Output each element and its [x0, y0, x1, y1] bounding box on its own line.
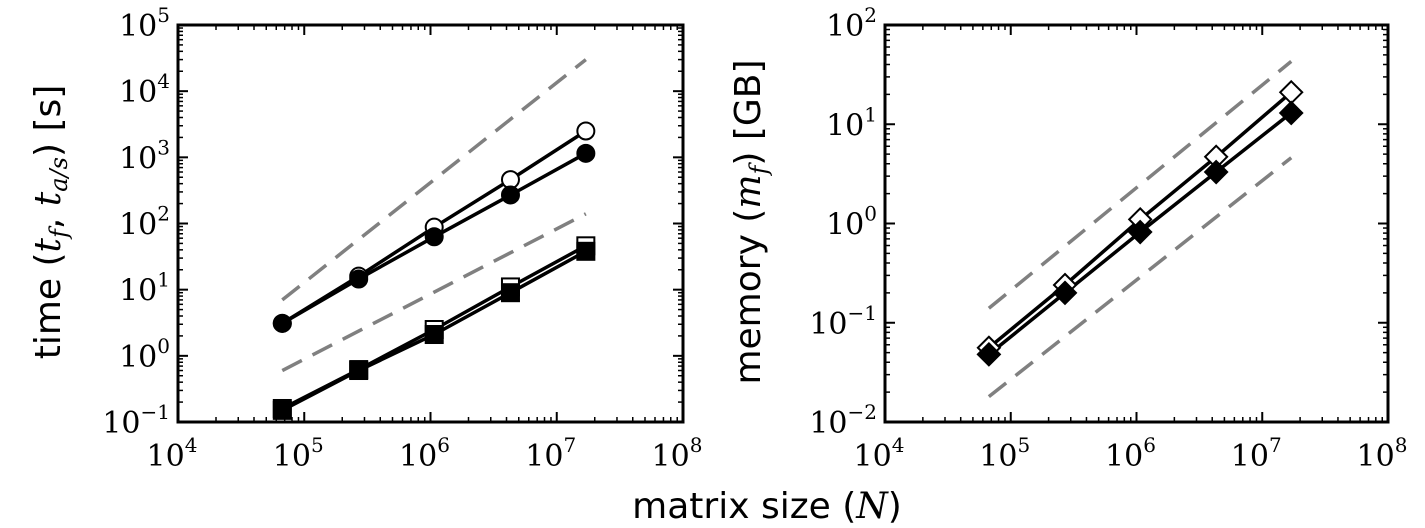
plot-frame — [176, 23, 685, 424]
filled-square-marker — [272, 400, 292, 420]
memory-plot: 104 105 106 107 108 10−2 10−1 100 101 102 — [809, 3, 1407, 474]
reference-dashed-line — [987, 156, 1293, 399]
x-tick-label: 107 — [1231, 433, 1282, 474]
x-tick-label: 106 — [399, 433, 450, 474]
plot-frame — [883, 23, 1390, 424]
filled-diamond-marker — [1052, 280, 1078, 306]
y-tick-label: 103 — [119, 135, 170, 176]
filled-diamond-marker — [1127, 219, 1153, 245]
x-tick-label: 108 — [652, 433, 703, 474]
x-tick-label: 107 — [525, 433, 576, 474]
filled-circle-marker — [349, 269, 369, 289]
y-tick-label: 101 — [826, 102, 877, 143]
y-tick-label: 10−1 — [102, 400, 170, 441]
time-plot: 104 105 106 107 108 10−1 100 101 102 103 104 105 — [102, 3, 702, 474]
filled-square-marker — [349, 361, 369, 381]
open-circle-marker — [576, 121, 596, 141]
y-tick-label: 10−2 — [809, 400, 877, 441]
y-tick-label: 100 — [119, 334, 170, 375]
reference-dashed-line — [281, 212, 587, 373]
memory-y-axis-label: memory (mf) [GB] — [728, 59, 773, 384]
x-tick-label: 105 — [979, 433, 1030, 474]
shared-x-axis-label: matrix size (N) — [632, 486, 902, 527]
x-tick-label: 104 — [147, 433, 198, 474]
x-tick-label: 104 — [854, 433, 905, 474]
y-tick-label: 102 — [826, 3, 877, 44]
filled-circle-marker — [500, 185, 520, 205]
y-tick-label: 101 — [119, 268, 170, 309]
y-tick-label: 102 — [119, 202, 170, 243]
reference-dashed-line — [987, 60, 1293, 310]
filled-diamond-marker — [976, 341, 1002, 367]
reference-dashed-line — [281, 58, 587, 302]
time-y-axis-label: time (tf, ta/s) [s] — [28, 85, 73, 360]
filled-circle-marker — [424, 227, 444, 247]
filled-circle-marker — [272, 313, 292, 333]
x-tick-label: 106 — [1105, 433, 1156, 474]
x-tick-label: 108 — [1357, 433, 1408, 474]
y-tick-label: 104 — [119, 69, 170, 110]
filled-diamond-marker — [1203, 159, 1229, 185]
y-tick-label: 105 — [119, 3, 170, 44]
filled-circle-marker — [576, 143, 596, 163]
y-tick-label: 10−1 — [809, 301, 877, 342]
filled-square-marker — [500, 283, 520, 303]
filled-square-marker — [424, 325, 444, 345]
filled-diamond-marker — [1278, 100, 1304, 126]
filled-square-marker — [576, 241, 596, 261]
x-tick-label: 105 — [273, 433, 324, 474]
y-tick-label: 100 — [826, 202, 877, 243]
